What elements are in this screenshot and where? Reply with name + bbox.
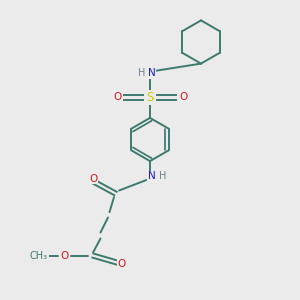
Text: S: S	[146, 91, 154, 104]
Text: H: H	[138, 68, 145, 79]
Text: O: O	[89, 173, 97, 184]
Text: O: O	[113, 92, 121, 103]
Text: CH₃: CH₃	[30, 250, 48, 261]
Text: O: O	[117, 259, 126, 269]
Text: O: O	[60, 250, 69, 261]
Text: O: O	[179, 92, 187, 103]
Text: N: N	[148, 171, 155, 181]
Text: N: N	[148, 68, 155, 79]
Text: H: H	[159, 171, 166, 181]
